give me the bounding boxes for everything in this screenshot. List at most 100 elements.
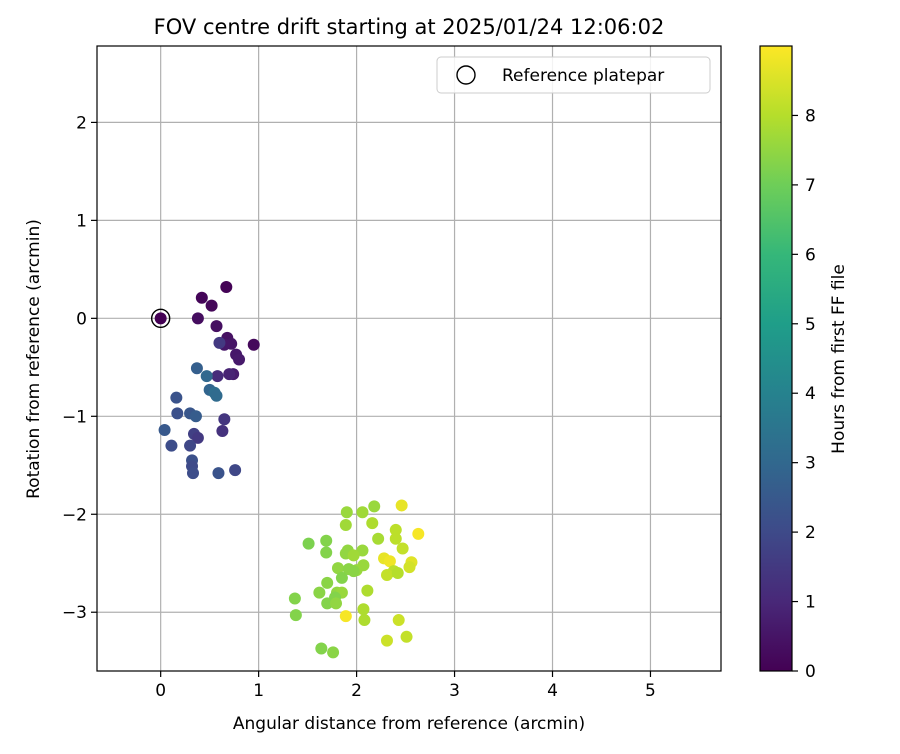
data-point — [187, 467, 199, 480]
x-tick-label: 2 — [351, 681, 362, 701]
x-tick-label: 4 — [547, 681, 558, 701]
data-point — [313, 586, 326, 599]
data-point — [340, 506, 353, 519]
data-point — [223, 368, 236, 381]
data-point — [191, 312, 204, 325]
reference-platepar-marker — [150, 308, 171, 329]
data-point — [211, 370, 224, 383]
data-point — [339, 610, 352, 623]
x-axis-label: Angular distance from reference (arcmin) — [233, 714, 585, 734]
data-point — [320, 546, 333, 559]
data-point — [392, 614, 405, 627]
data-point — [218, 413, 231, 426]
x-tick-label: 5 — [645, 681, 656, 701]
y-tick-label: −1 — [62, 407, 87, 427]
data-point — [184, 439, 197, 452]
data-point — [321, 597, 334, 610]
data-point — [335, 571, 348, 584]
data-point — [320, 534, 333, 547]
data-point — [212, 467, 225, 480]
y-tick-label: −2 — [62, 505, 87, 525]
data-point — [403, 561, 416, 574]
data-point — [395, 499, 408, 512]
plot-frame — [96, 45, 722, 672]
y-tick-label: −3 — [62, 603, 87, 623]
colorbar-tick-label: 8 — [805, 106, 816, 126]
colorbar-tick-label: 4 — [805, 384, 816, 404]
colorbar-tick-label: 5 — [805, 315, 816, 335]
data-point — [396, 542, 409, 555]
data-point — [357, 603, 370, 616]
y-axis-label: Rotation from reference (arcmin) — [24, 219, 44, 499]
data-point — [302, 537, 315, 550]
data-point — [389, 532, 402, 545]
data-point — [288, 592, 301, 605]
data-point — [347, 549, 360, 562]
data-point — [195, 291, 208, 304]
data-point — [170, 391, 183, 404]
x-tick-label: 0 — [155, 681, 166, 701]
axis-ticks: 0 1 2 3 4 5 −3 −2 −1 0 1 2 — [62, 113, 656, 701]
data-point — [368, 500, 381, 513]
data-point — [205, 299, 218, 312]
data-points — [150, 280, 425, 659]
data-point — [191, 431, 204, 444]
colorbar-tick-label: 6 — [805, 245, 816, 265]
data-point — [216, 424, 229, 437]
data-point — [220, 280, 233, 293]
colorbar — [759, 45, 793, 672]
data-point — [361, 584, 374, 597]
data-point — [380, 568, 393, 581]
grid — [97, 46, 721, 671]
data-point — [189, 410, 202, 423]
data-point — [331, 562, 344, 575]
colorbar-tick-label: 2 — [805, 523, 816, 543]
data-point — [315, 642, 328, 655]
data-point — [327, 646, 340, 659]
data-point — [210, 389, 223, 402]
data-point — [171, 407, 184, 420]
data-point — [372, 532, 385, 545]
data-point — [366, 517, 379, 530]
data-point — [200, 370, 213, 383]
data-point — [358, 614, 371, 627]
colorbar-label: Hours from first FF file — [829, 264, 849, 454]
data-point — [356, 506, 369, 519]
legend-marker — [456, 65, 476, 85]
data-point — [229, 464, 242, 477]
data-point — [289, 609, 302, 622]
legend-box — [436, 56, 711, 94]
data-point — [380, 634, 393, 647]
data-point — [330, 597, 343, 610]
data-point — [339, 519, 352, 532]
data-point — [165, 439, 178, 452]
legend-entry-label: Reference platepar — [502, 66, 664, 86]
colorbar-tick-label: 7 — [805, 176, 816, 196]
colorbar-ticks: 0 1 2 3 4 5 6 7 8 — [792, 106, 816, 682]
colorbar-tick-label: 0 — [805, 662, 816, 682]
data-point — [321, 576, 334, 589]
data-point — [213, 336, 226, 349]
data-point — [347, 565, 360, 578]
data-point — [158, 424, 171, 437]
data-point — [233, 353, 246, 366]
x-tick-label: 3 — [449, 681, 460, 701]
data-point — [247, 338, 260, 351]
legend: Reference platepar — [436, 56, 711, 94]
data-point — [400, 630, 413, 643]
data-point — [154, 312, 167, 325]
x-tick-label: 1 — [253, 681, 264, 701]
y-tick-label: 0 — [76, 309, 87, 329]
data-point — [210, 320, 223, 333]
data-point — [391, 567, 404, 580]
colorbar-tick-label: 1 — [805, 593, 816, 613]
data-point — [356, 544, 369, 557]
data-point — [412, 527, 425, 540]
data-point — [190, 362, 203, 375]
chart-title: FOV centre drift starting at 2025/01/24 … — [154, 15, 665, 39]
data-point — [383, 555, 396, 568]
y-tick-label: 2 — [76, 113, 87, 133]
colorbar-tick-label: 3 — [805, 454, 816, 474]
